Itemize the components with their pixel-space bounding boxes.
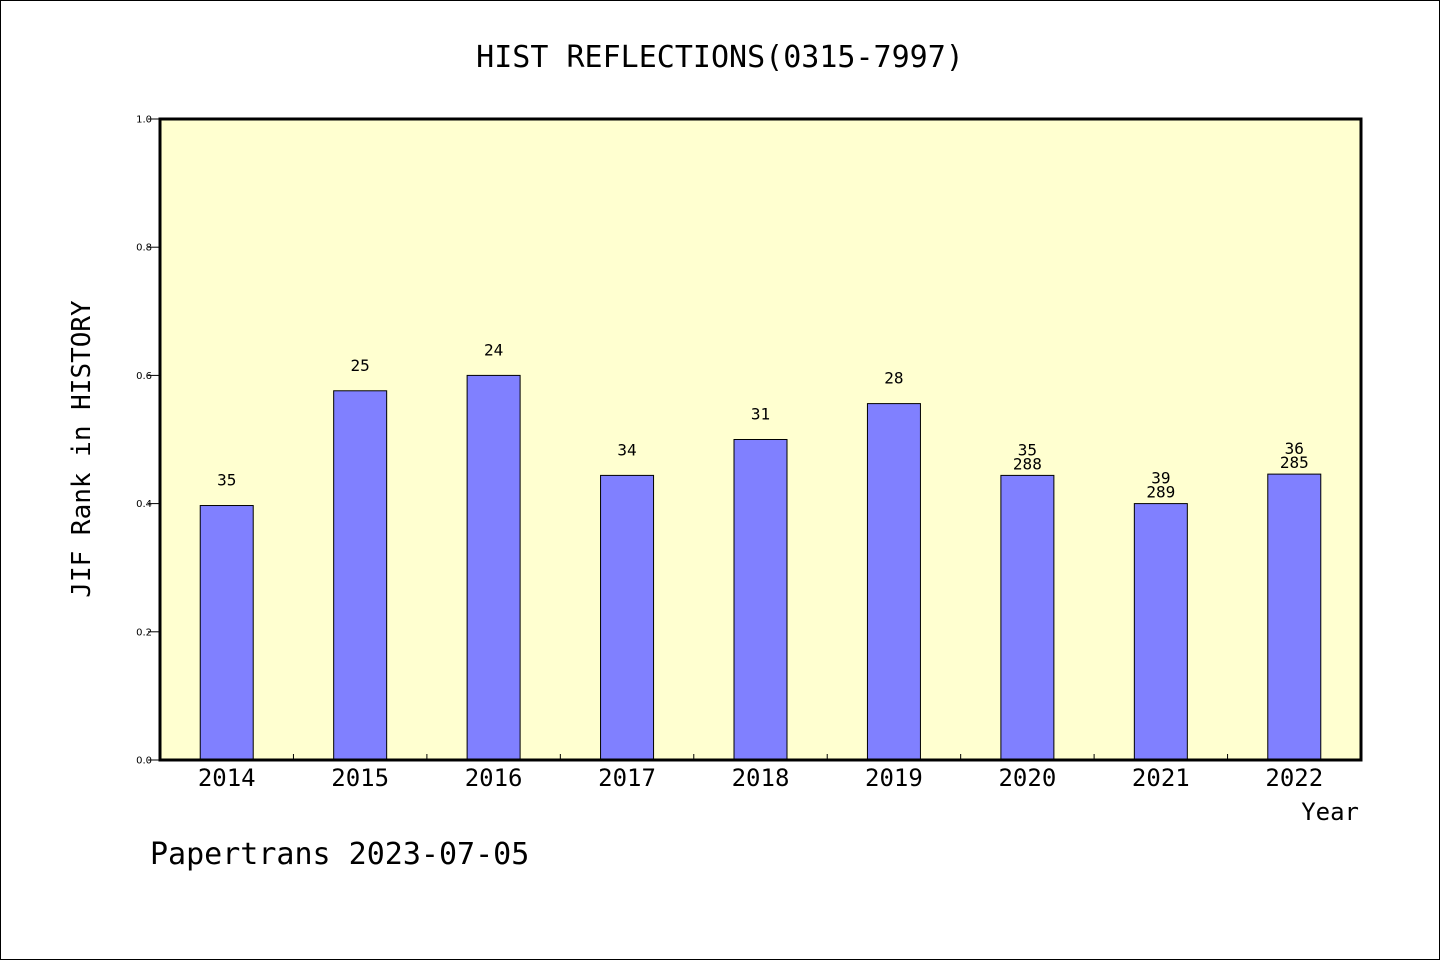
y-tick-label: 0.4 xyxy=(136,499,152,510)
x-tick-label: 2020 xyxy=(998,764,1056,792)
x-tick-label: 2018 xyxy=(732,764,790,792)
x-tick-label: 2016 xyxy=(465,764,523,792)
x-tick-label: 2019 xyxy=(865,764,923,792)
bar-2015 xyxy=(333,390,388,761)
y-tick-label: 1.0 xyxy=(136,115,152,126)
x-tick-label: 2017 xyxy=(598,764,656,792)
bar-2022 xyxy=(1267,473,1322,761)
rank-label: 34 xyxy=(617,440,636,459)
rank-label: 24 xyxy=(484,340,503,359)
bar-2017 xyxy=(600,474,655,761)
rank-label: 36 xyxy=(1285,439,1304,458)
bar-2014 xyxy=(199,505,254,761)
rank-label: 35 xyxy=(1018,440,1037,459)
y-tick-label: 0.6 xyxy=(136,371,152,382)
rank-label: 35 xyxy=(217,471,236,490)
bars-layer xyxy=(199,374,1322,761)
x-tick-label: 2014 xyxy=(198,764,256,792)
y-tick-label: 0.0 xyxy=(136,756,152,767)
x-axis-label: Year xyxy=(1301,798,1359,826)
y-tick-label: 0.2 xyxy=(136,627,152,638)
total-label: 289 xyxy=(1146,483,1175,502)
total-label: 288 xyxy=(1013,454,1042,473)
x-tick-label: 2021 xyxy=(1132,764,1190,792)
bar-2021 xyxy=(1133,503,1188,761)
footer-text: Papertrans 2023-07-05 xyxy=(150,837,529,872)
bar-2016 xyxy=(466,374,521,761)
rank-label: 31 xyxy=(751,405,770,424)
total-label: 285 xyxy=(1280,453,1309,472)
x-tick-label: 2015 xyxy=(331,764,389,792)
y-tick-label: 0.8 xyxy=(136,243,152,254)
axes-layer: 0.0 0.2 0.4 0.6 0.8 1.0 2014 35 2015 25 2016 24 2017… xyxy=(136,115,1323,793)
x-tick-label: 2022 xyxy=(1265,764,1323,792)
rank-label: 28 xyxy=(884,369,903,388)
rank-label: 25 xyxy=(351,356,370,375)
chart-title: HIST REFLECTIONS(0315-7997) xyxy=(476,40,964,75)
bar-2019 xyxy=(866,403,921,761)
plot-border xyxy=(158,117,1363,762)
bar-2020 xyxy=(1000,474,1055,761)
y-axis-label: JIF Rank in HISTORY xyxy=(67,300,97,598)
bar-2018 xyxy=(733,439,788,761)
rank-label: 39 xyxy=(1151,469,1170,488)
